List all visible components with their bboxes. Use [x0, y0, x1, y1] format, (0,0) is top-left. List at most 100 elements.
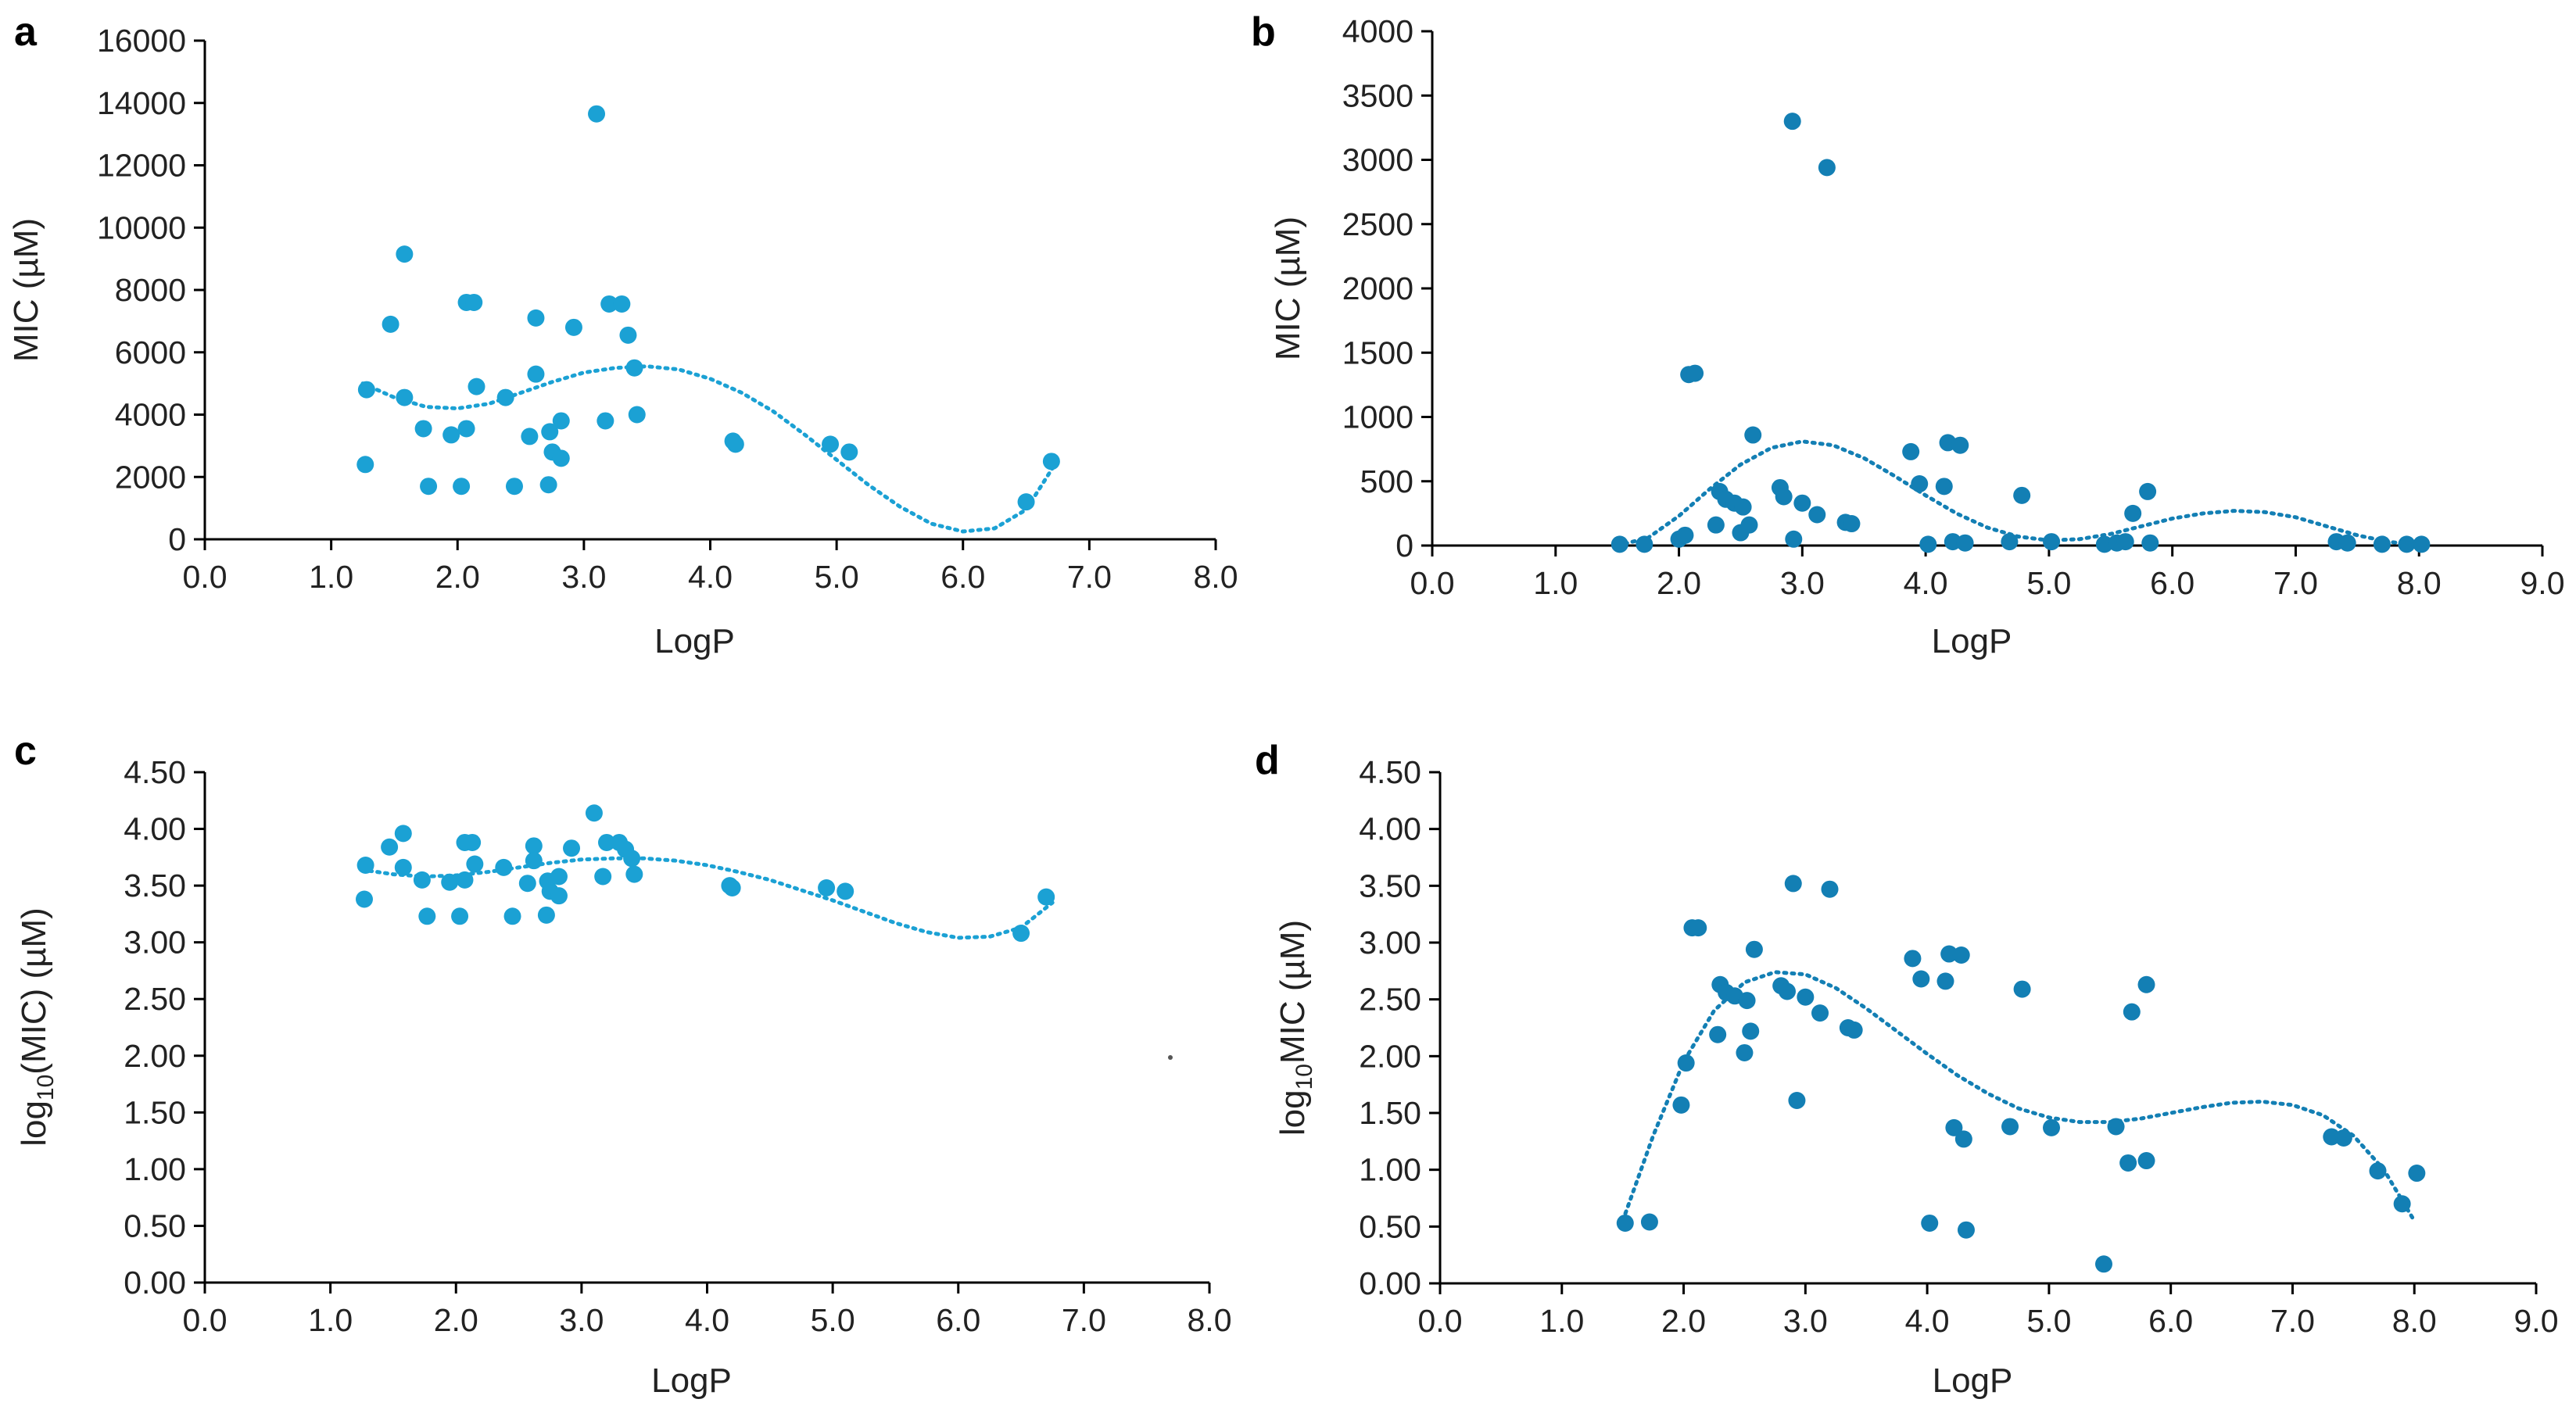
data-point — [1042, 453, 1060, 471]
data-point — [1744, 426, 1762, 444]
y-tick-label: 14000 — [97, 85, 186, 121]
data-point — [396, 245, 414, 263]
data-point — [613, 295, 631, 313]
data-point — [464, 833, 482, 851]
data-point — [495, 858, 513, 876]
y-tick-label: 2.50 — [1359, 982, 1421, 1018]
x-tick-label: 5.0 — [2026, 1303, 2071, 1339]
y-tick-label: 2500 — [1342, 206, 1413, 242]
data-point — [564, 318, 582, 336]
x-tick-label: 5.0 — [811, 1302, 855, 1338]
panel-b: b 0 500 1000 1500 2000 2500 3000 3500 4000 0.0 1.0… — [1251, 9, 2565, 660]
y-tick-label: 6000 — [115, 335, 186, 370]
data-point — [414, 420, 432, 438]
data-point — [1808, 506, 1826, 524]
data-point — [382, 315, 399, 333]
data-point — [594, 868, 612, 886]
y-tick-label: 16000 — [97, 23, 186, 59]
data-point — [1689, 919, 1707, 937]
x-tick-label: 8.0 — [2397, 565, 2442, 601]
y-tick-label: 4000 — [1342, 13, 1413, 49]
x-tick-label: 8.0 — [1188, 1302, 1232, 1338]
data-point — [521, 428, 539, 445]
data-point — [552, 412, 570, 430]
data-point — [2013, 486, 2031, 504]
data-point — [505, 478, 523, 496]
x-axis-label: LogP — [654, 622, 735, 660]
y-tick-label: 2.00 — [1359, 1038, 1421, 1074]
x-tick-label: 3.0 — [561, 559, 606, 595]
data-point — [1709, 1025, 1727, 1043]
y-tick-label: 3000 — [1342, 142, 1413, 178]
data-point — [563, 839, 581, 857]
data-point — [1951, 436, 1969, 454]
panel-c-label: c — [14, 728, 37, 774]
data-point — [628, 406, 646, 424]
x-tick-label: 0.0 — [1418, 1303, 1463, 1339]
y-axis-label: MIC (µM) — [1269, 216, 1307, 360]
x-tick-label: 7.0 — [1067, 559, 1112, 595]
y-tick-label: 1.50 — [1359, 1095, 1421, 1131]
data-point — [355, 890, 373, 908]
x-tick-label: 7.0 — [1062, 1302, 1106, 1338]
data-point — [539, 476, 557, 494]
y-tick-label: 0 — [1395, 528, 1413, 564]
data-point — [1610, 535, 1628, 553]
data-point — [465, 293, 483, 311]
y-tick-label: 1500 — [1342, 335, 1413, 370]
data-point — [598, 833, 615, 851]
data-point — [2043, 533, 2061, 551]
data-point — [496, 388, 514, 406]
data-point — [420, 478, 438, 496]
y-tick-label: 2000 — [115, 459, 186, 495]
y-tick-label: 10000 — [97, 209, 186, 245]
data-point — [2137, 975, 2155, 993]
data-point — [1902, 442, 1920, 460]
data-point — [1954, 1130, 1972, 1148]
data-point — [442, 426, 460, 444]
data-point — [1788, 1092, 1806, 1110]
y-axis-label: MIC (µM) — [7, 218, 45, 362]
data-point — [726, 435, 744, 453]
data-point — [1742, 1022, 1760, 1040]
data-point — [394, 825, 412, 843]
data-point — [2137, 1152, 2155, 1170]
data-point — [356, 456, 374, 474]
data-point — [394, 858, 412, 876]
x-tick-label: 2.0 — [435, 559, 480, 595]
y-tick-label: 3.50 — [124, 868, 186, 904]
y-tick-label: 12000 — [97, 148, 186, 184]
trendline — [360, 856, 1055, 940]
x-tick-label: 3.0 — [1780, 565, 1825, 601]
x-tick-label: 5.0 — [815, 559, 859, 595]
data-point — [466, 855, 484, 873]
x-tick-label: 8.0 — [1194, 559, 1238, 595]
x-tick-label: 7.0 — [2270, 1303, 2315, 1339]
panel-b-label: b — [1251, 9, 1276, 55]
data-point — [585, 804, 603, 822]
data-point — [1935, 478, 1953, 496]
data-point — [550, 868, 568, 886]
data-point — [2107, 1118, 2125, 1136]
x-tick-label: 6.0 — [2148, 1303, 2193, 1339]
data-point — [1793, 494, 1811, 512]
y-axis-label: log10(MIC) (µM) — [15, 907, 59, 1147]
data-point — [2013, 980, 2031, 998]
x-tick-label: 1.0 — [1533, 565, 1578, 601]
data-point — [451, 907, 469, 925]
data-point — [1912, 970, 1930, 988]
data-point — [1636, 535, 1653, 553]
data-point — [1936, 972, 1954, 990]
data-point — [1640, 1213, 1658, 1231]
data-point — [818, 879, 836, 897]
panel-d-label: d — [1255, 738, 1280, 783]
data-point — [518, 875, 536, 893]
y-tick-label: 2000 — [1342, 270, 1413, 306]
data-point — [1945, 1118, 1963, 1136]
data-point — [356, 856, 374, 874]
data-point — [525, 837, 543, 855]
y-tick-label: 0 — [168, 521, 186, 557]
data-point — [413, 871, 431, 889]
data-point — [2094, 1255, 2112, 1273]
